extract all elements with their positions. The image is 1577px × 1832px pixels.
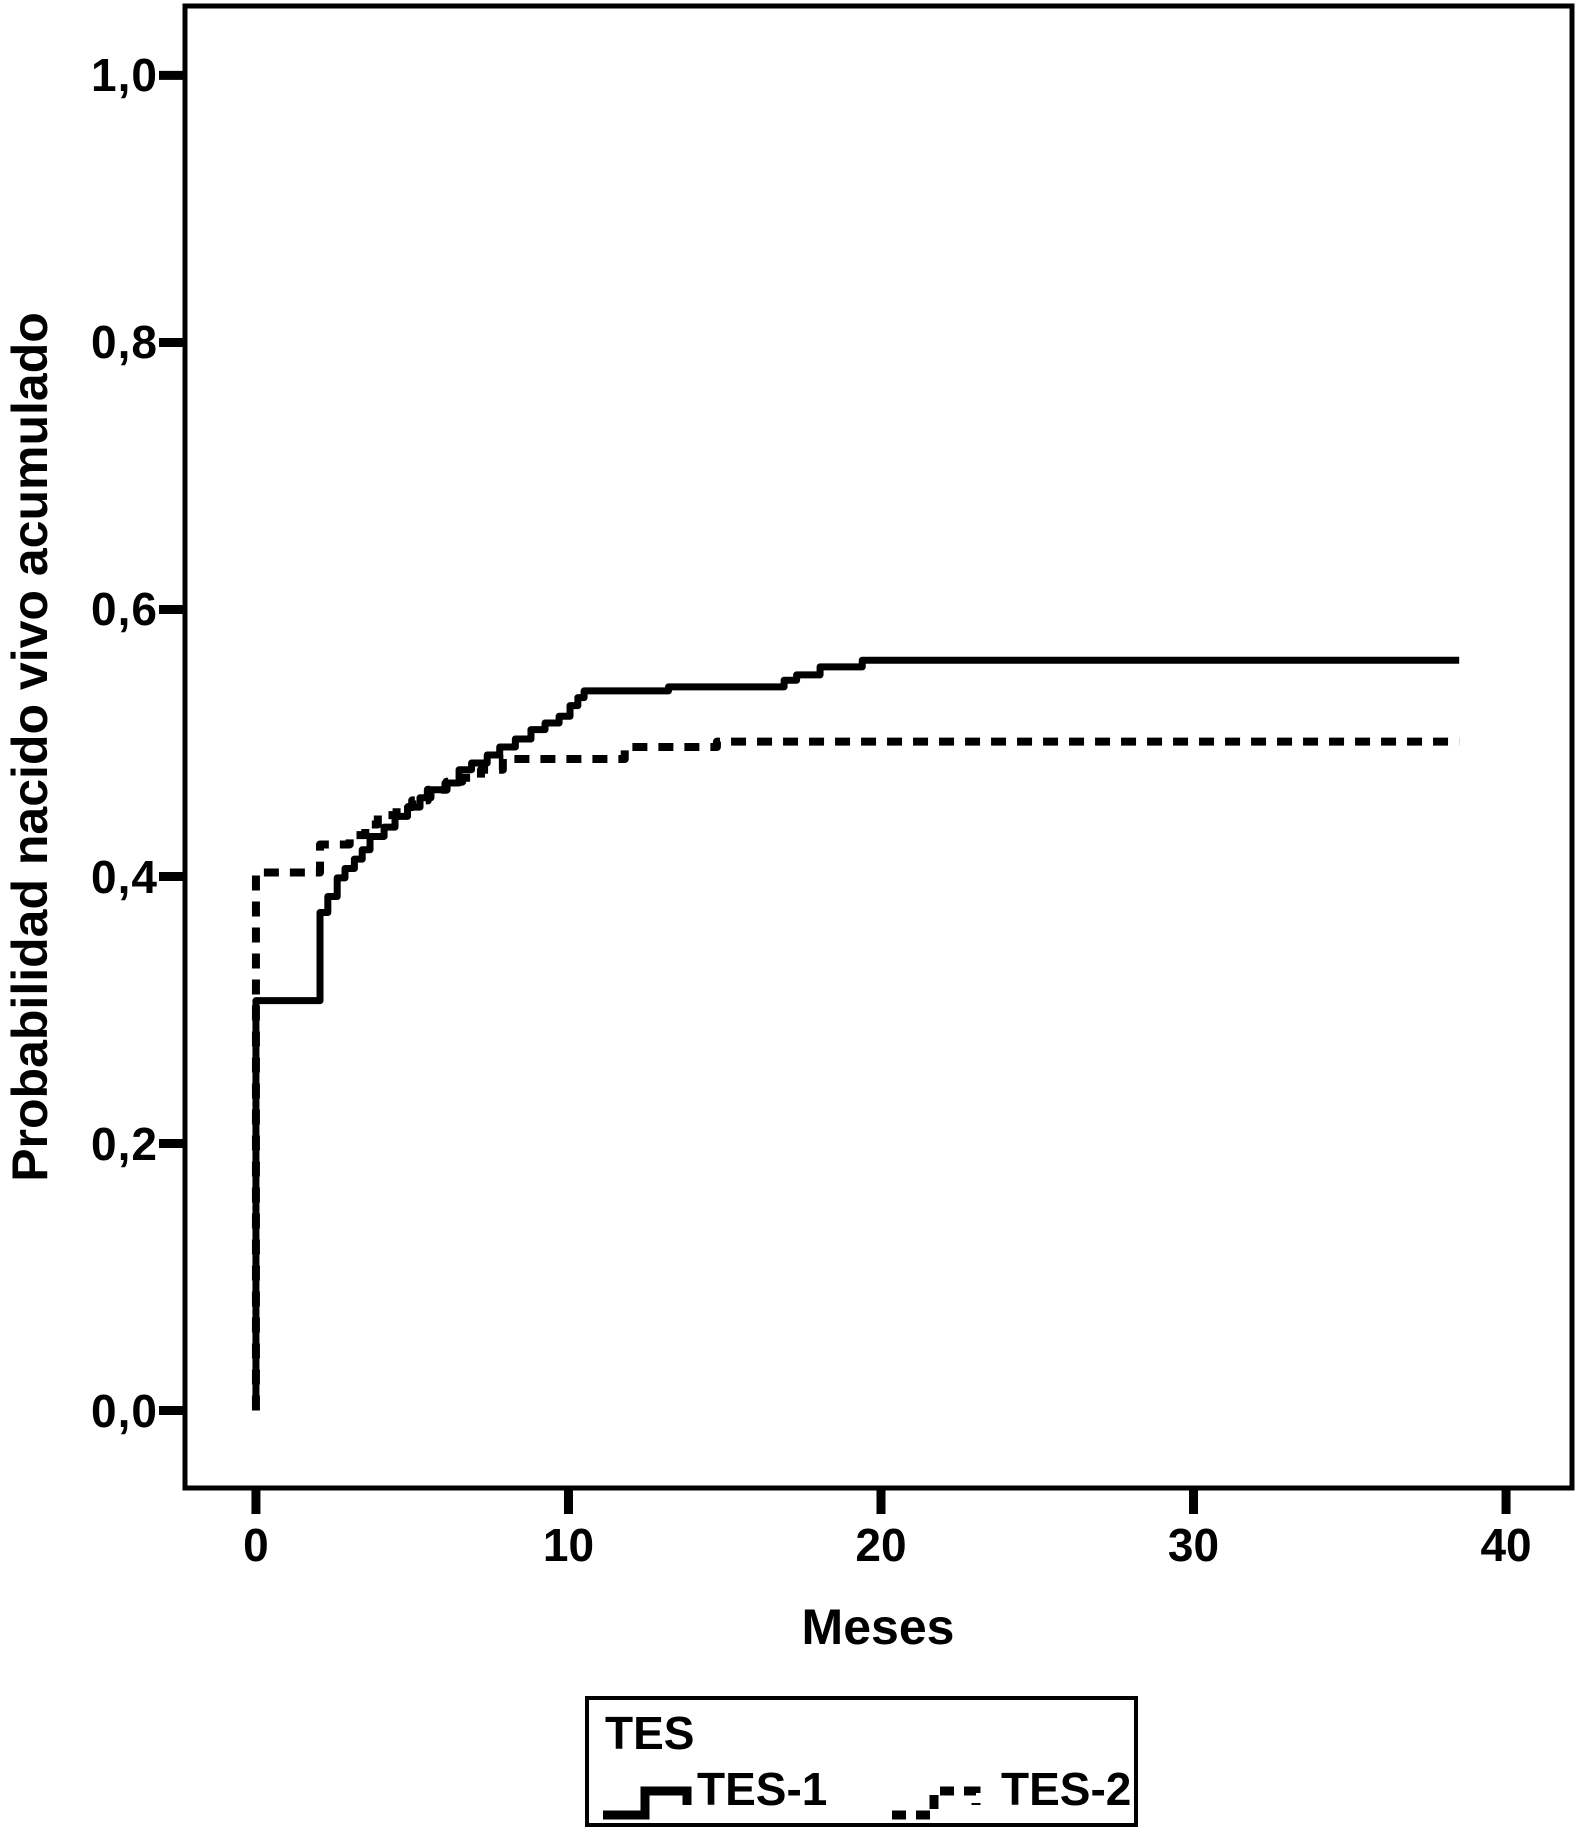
legend-title: TES [605,1707,695,1759]
curve-tes-2 [251,737,1460,1411]
x-tick-label-0: 0 [243,1519,269,1571]
plot-frame [182,3,1575,1491]
y-tick-label-0-2: 0,2 [91,1117,158,1170]
y-tick-label-0-0: 0,0 [91,1384,158,1437]
y-tick-label-0-6: 0,6 [91,583,158,636]
y-tick-label-1-0: 1,0 [91,49,158,102]
x-tick-label-10: 10 [542,1519,595,1571]
x-axis-title: Meses [801,1599,955,1655]
legend-entry-tes-2: TES-2 [1001,1763,1132,1815]
y-axis-title: Probabilidad nacido vivo acumulado [2,312,58,1182]
legend-entry-tes-1: TES-1 [697,1763,828,1815]
x-tick-label-30: 30 [1167,1519,1220,1571]
y-tick-label-0-4: 0,4 [91,850,158,903]
y-tick-label-0-8: 0,8 [91,316,158,369]
x-tick-label-20: 20 [855,1519,907,1571]
curve-tes-1 [252,656,1460,1411]
x-tick-label-40: 40 [1480,1519,1532,1571]
legend-solid-step-line-icon [603,1786,692,1820]
legend-dashed-step-line-icon [892,1786,981,1820]
legend: TES TES-1 TES-2 [585,1696,1138,1827]
